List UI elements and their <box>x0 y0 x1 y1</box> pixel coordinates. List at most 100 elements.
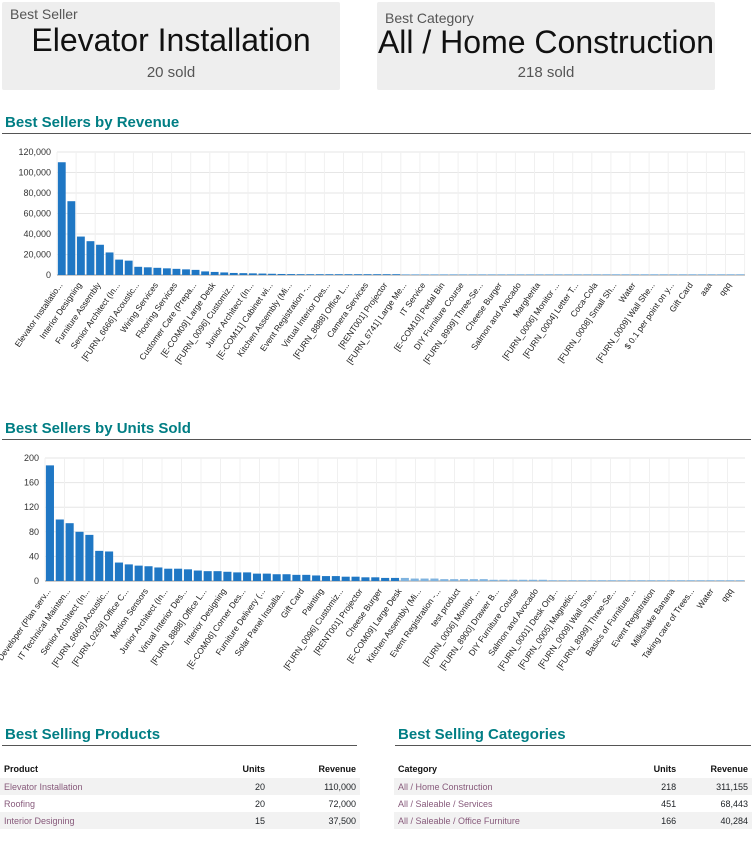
table-row[interactable]: Roofing 20 72,000 <box>0 795 360 812</box>
chart-bar <box>564 274 573 275</box>
chart-bar <box>371 577 380 581</box>
products-col-revenue[interactable]: Revenue <box>318 764 356 774</box>
revenue-chart: 020,00040,00060,00080,000100,000120,000E… <box>13 147 746 366</box>
chart-bar <box>114 562 123 581</box>
chart-bar <box>65 523 74 581</box>
chart-bar <box>479 579 488 581</box>
y-tick-label: 0 <box>34 576 39 586</box>
chart-bar <box>124 260 133 275</box>
category-name[interactable]: All / Saleable / Services <box>398 798 493 809</box>
chart-bar <box>688 274 697 275</box>
chart-bar <box>598 580 607 581</box>
product-units: 15 <box>254 815 265 826</box>
best-seller-label: Best Seller <box>10 6 78 22</box>
product-name[interactable]: Roofing <box>4 798 36 809</box>
best-seller-card[interactable]: Best Seller Elevator Installation 20 sol… <box>2 2 340 90</box>
category-revenue: 40,284 <box>720 815 748 826</box>
chart-bar <box>390 577 400 581</box>
chart-bar <box>105 252 114 275</box>
chart-bar <box>392 274 401 275</box>
chart-bar <box>440 274 448 275</box>
chart-bar <box>315 274 324 275</box>
chart-bar <box>174 568 183 581</box>
chart-bar <box>331 576 340 581</box>
best-seller-value: Elevator Installation <box>31 22 311 58</box>
chart-bar <box>676 580 685 581</box>
y-tick-label: 120,000 <box>18 147 51 157</box>
chart-bar <box>538 579 547 581</box>
y-tick-label: 120 <box>24 502 39 512</box>
y-tick-label: 100,000 <box>18 168 51 178</box>
chart-bar <box>659 274 668 275</box>
table-row[interactable]: Interior Designing 15 37,500 <box>0 812 360 829</box>
chart-bar <box>716 580 725 581</box>
chart-bar <box>134 266 143 275</box>
table-row[interactable]: All / Home Construction 218 311,155 <box>394 778 752 795</box>
category-name[interactable]: All / Saleable / Office Furniture <box>398 815 520 826</box>
chart-bar <box>282 574 291 581</box>
chart-bar <box>459 579 469 581</box>
chart-bar <box>312 575 321 581</box>
y-tick-label: 80,000 <box>23 188 51 198</box>
products-col-product[interactable]: Product <box>4 764 39 774</box>
chart-bar <box>55 519 64 581</box>
chart-bar <box>341 576 350 581</box>
chart-bar <box>296 274 305 275</box>
chart-bar <box>468 274 477 275</box>
chart-bar <box>487 274 496 275</box>
table-row[interactable]: All / Saleable / Office Furniture 166 40… <box>394 812 752 829</box>
chart-bar <box>182 269 190 275</box>
chart-bar <box>667 580 676 581</box>
chart-bar <box>306 274 315 275</box>
chart-bar <box>698 274 706 275</box>
products-col-units[interactable]: Units <box>242 764 265 774</box>
chart-bar <box>164 568 173 581</box>
chart-bar <box>75 531 84 581</box>
table-row[interactable]: All / Saleable / Services 451 68,443 <box>394 795 752 812</box>
chart-bar <box>430 578 439 581</box>
chart-bar <box>223 571 232 581</box>
y-tick-label: 40 <box>29 551 39 561</box>
categories-col-category[interactable]: Category <box>398 764 438 774</box>
chart-bar <box>154 567 163 581</box>
chart-bar <box>650 274 659 275</box>
chart-bar <box>268 273 276 275</box>
best-category-card[interactable]: Best Category All / Home Construction 21… <box>377 2 715 90</box>
chart-bar <box>344 274 353 275</box>
chart-bar <box>736 580 745 581</box>
categories-title-rule <box>395 745 751 746</box>
chart-bar <box>334 274 343 275</box>
chart-bar <box>183 569 192 581</box>
chart-bar <box>519 579 528 581</box>
chart-bar <box>617 580 626 581</box>
chart-bar <box>509 579 518 581</box>
categories-col-units[interactable]: Units <box>653 764 677 774</box>
chart-bar <box>363 274 372 275</box>
product-name[interactable]: Interior Designing <box>4 815 75 826</box>
chart-bar <box>548 580 557 581</box>
chart-bar <box>115 259 124 275</box>
categories-col-revenue[interactable]: Revenue <box>710 764 748 774</box>
chart-bar <box>143 267 152 275</box>
products-table-title: Best Selling Products <box>5 726 161 743</box>
product-name[interactable]: Elevator Installation <box>4 781 83 792</box>
y-tick-label: 40,000 <box>23 229 51 239</box>
chart-bar <box>736 274 745 275</box>
product-units: 20 <box>254 798 265 809</box>
best-category-value: All / Home Construction <box>377 24 715 60</box>
chart-bar <box>153 267 162 275</box>
chart-bar <box>96 244 104 275</box>
product-units: 20 <box>254 781 265 792</box>
chart-bar <box>669 274 678 275</box>
chart-bar <box>45 465 54 581</box>
chart-bar <box>602 274 611 275</box>
y-tick-label: 60,000 <box>23 209 51 219</box>
product-revenue: 37,500 <box>328 815 356 826</box>
best-seller-count: 20 sold <box>146 64 196 81</box>
table-row[interactable]: Elevator Installation 20 110,000 <box>0 778 360 795</box>
category-name[interactable]: All / Home Construction <box>398 781 493 792</box>
categories-table-title: Best Selling Categories <box>398 726 566 743</box>
chart-bar <box>545 274 554 275</box>
chart-bar <box>726 580 735 581</box>
revenue-chart-title: Best Sellers by Revenue <box>5 114 180 131</box>
